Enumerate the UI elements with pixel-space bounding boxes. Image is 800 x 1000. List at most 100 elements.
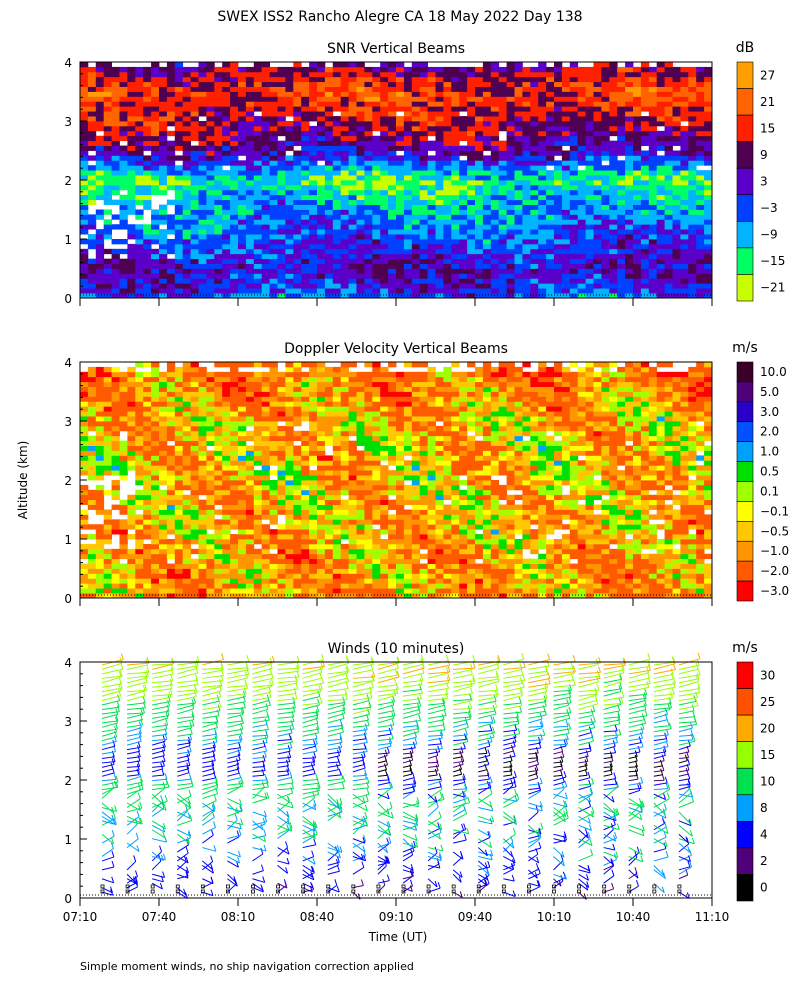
heatmap-cell: [617, 66, 626, 73]
heatmap-cell: [230, 425, 239, 432]
heatmap-cell: [498, 86, 507, 92]
heatmap-cell: [332, 229, 342, 235]
heatmap-cell: [245, 396, 255, 402]
heatmap-cell: [277, 406, 286, 412]
heatmap-cell: [111, 406, 120, 412]
heatmap-cell: [285, 121, 294, 127]
heatmap-cell: [577, 155, 586, 161]
heatmap-cell: [475, 140, 484, 146]
heatmap-cell: [640, 76, 650, 83]
heatmap-cell: [656, 253, 665, 260]
heatmap-cell: [293, 421, 302, 427]
heatmap-cell: [324, 135, 334, 142]
heatmap-cell: [514, 243, 523, 250]
heatmap-cell: [356, 189, 365, 196]
heatmap-cell: [498, 184, 507, 191]
heatmap-cell: [159, 219, 168, 225]
heatmap-cell: [230, 593, 239, 599]
heatmap-cell: [435, 248, 444, 255]
heatmap-cell: [569, 135, 579, 142]
heatmap-cell: [506, 81, 515, 87]
heatmap-cell: [427, 81, 436, 87]
heatmap-cell: [301, 101, 310, 107]
heatmap-cell: [672, 96, 681, 102]
heatmap-cell: [293, 406, 302, 412]
heatmap-cell: [704, 101, 713, 107]
heatmap-cell: [127, 91, 136, 97]
heatmap-cell: [664, 268, 673, 274]
heatmap-cell: [87, 411, 97, 417]
heatmap-cell: [151, 406, 160, 412]
heatmap-cell: [411, 111, 421, 117]
heatmap-cell: [230, 371, 239, 378]
heatmap-cell: [451, 155, 460, 161]
heatmap-cell: [506, 239, 515, 245]
heatmap-cell: [522, 268, 531, 274]
heatmap-cell: [498, 243, 507, 250]
heatmap-cell: [640, 224, 650, 230]
heatmap-cell: [253, 578, 263, 584]
heatmap-cell: [95, 180, 105, 186]
heatmap-cell: [95, 529, 105, 535]
heatmap-cell: [80, 253, 89, 260]
heatmap-cell: [245, 140, 255, 146]
heatmap-cell: [277, 258, 286, 264]
heatmap-cell: [490, 170, 500, 176]
heatmap-cell: [530, 150, 539, 156]
heatmap-cell: [593, 263, 602, 269]
heatmap-cell: [640, 91, 650, 97]
heatmap-cell: [569, 219, 579, 225]
heatmap-cell: [340, 204, 349, 210]
heatmap-cell: [80, 258, 89, 264]
heatmap-cell: [506, 111, 515, 117]
heatmap-cell: [285, 125, 294, 132]
heatmap-cell: [159, 91, 168, 97]
heatmap-cell: [332, 165, 342, 171]
heatmap-cell: [482, 199, 492, 205]
heatmap-cell: [214, 381, 223, 387]
heatmap-cell: [617, 273, 626, 279]
heatmap-cell: [277, 130, 286, 137]
heatmap-cell: [261, 460, 270, 466]
heatmap-cell: [380, 111, 389, 117]
heatmap-cell: [317, 116, 326, 122]
heatmap-cell: [380, 248, 389, 255]
heatmap-cell: [648, 194, 658, 201]
heatmap-cell: [151, 96, 160, 102]
heatmap-cell: [403, 155, 413, 161]
heatmap-cell: [198, 293, 207, 299]
heatmap-cell: [285, 529, 294, 535]
heatmap-cell: [103, 71, 112, 78]
heatmap-cell: [87, 288, 97, 294]
heatmap-cell: [617, 165, 626, 171]
heatmap-cell: [482, 189, 492, 196]
heatmap-cell: [664, 204, 673, 210]
heatmap-cell: [198, 376, 207, 383]
heatmap-cell: [222, 71, 231, 78]
heatmap-cell: [656, 86, 665, 92]
heatmap-cell: [364, 155, 373, 161]
heatmap-cell: [143, 524, 152, 530]
heatmap-cell: [585, 180, 594, 186]
heatmap-cell: [261, 391, 270, 397]
heatmap-cell: [704, 135, 713, 142]
heatmap-cell: [159, 494, 168, 501]
heatmap-cell: [277, 189, 286, 196]
heatmap-cell: [364, 194, 373, 201]
heatmap-cell: [245, 445, 255, 451]
heatmap-cell: [467, 111, 476, 117]
heatmap-cell: [206, 180, 215, 186]
heatmap-cell: [451, 170, 460, 176]
heatmap-cell: [135, 504, 144, 510]
heatmap-cell: [372, 96, 381, 102]
heatmap-cell: [159, 116, 168, 122]
heatmap-cell: [332, 160, 342, 166]
heatmap-cell: [506, 160, 515, 166]
heatmap-cell: [490, 140, 500, 146]
heatmap-cell: [482, 140, 492, 146]
heatmap-cell: [182, 253, 191, 260]
heatmap-cell: [609, 130, 618, 137]
heatmap-cell: [648, 229, 658, 235]
heatmap-cell: [261, 573, 270, 579]
heatmap-cell: [80, 470, 89, 476]
